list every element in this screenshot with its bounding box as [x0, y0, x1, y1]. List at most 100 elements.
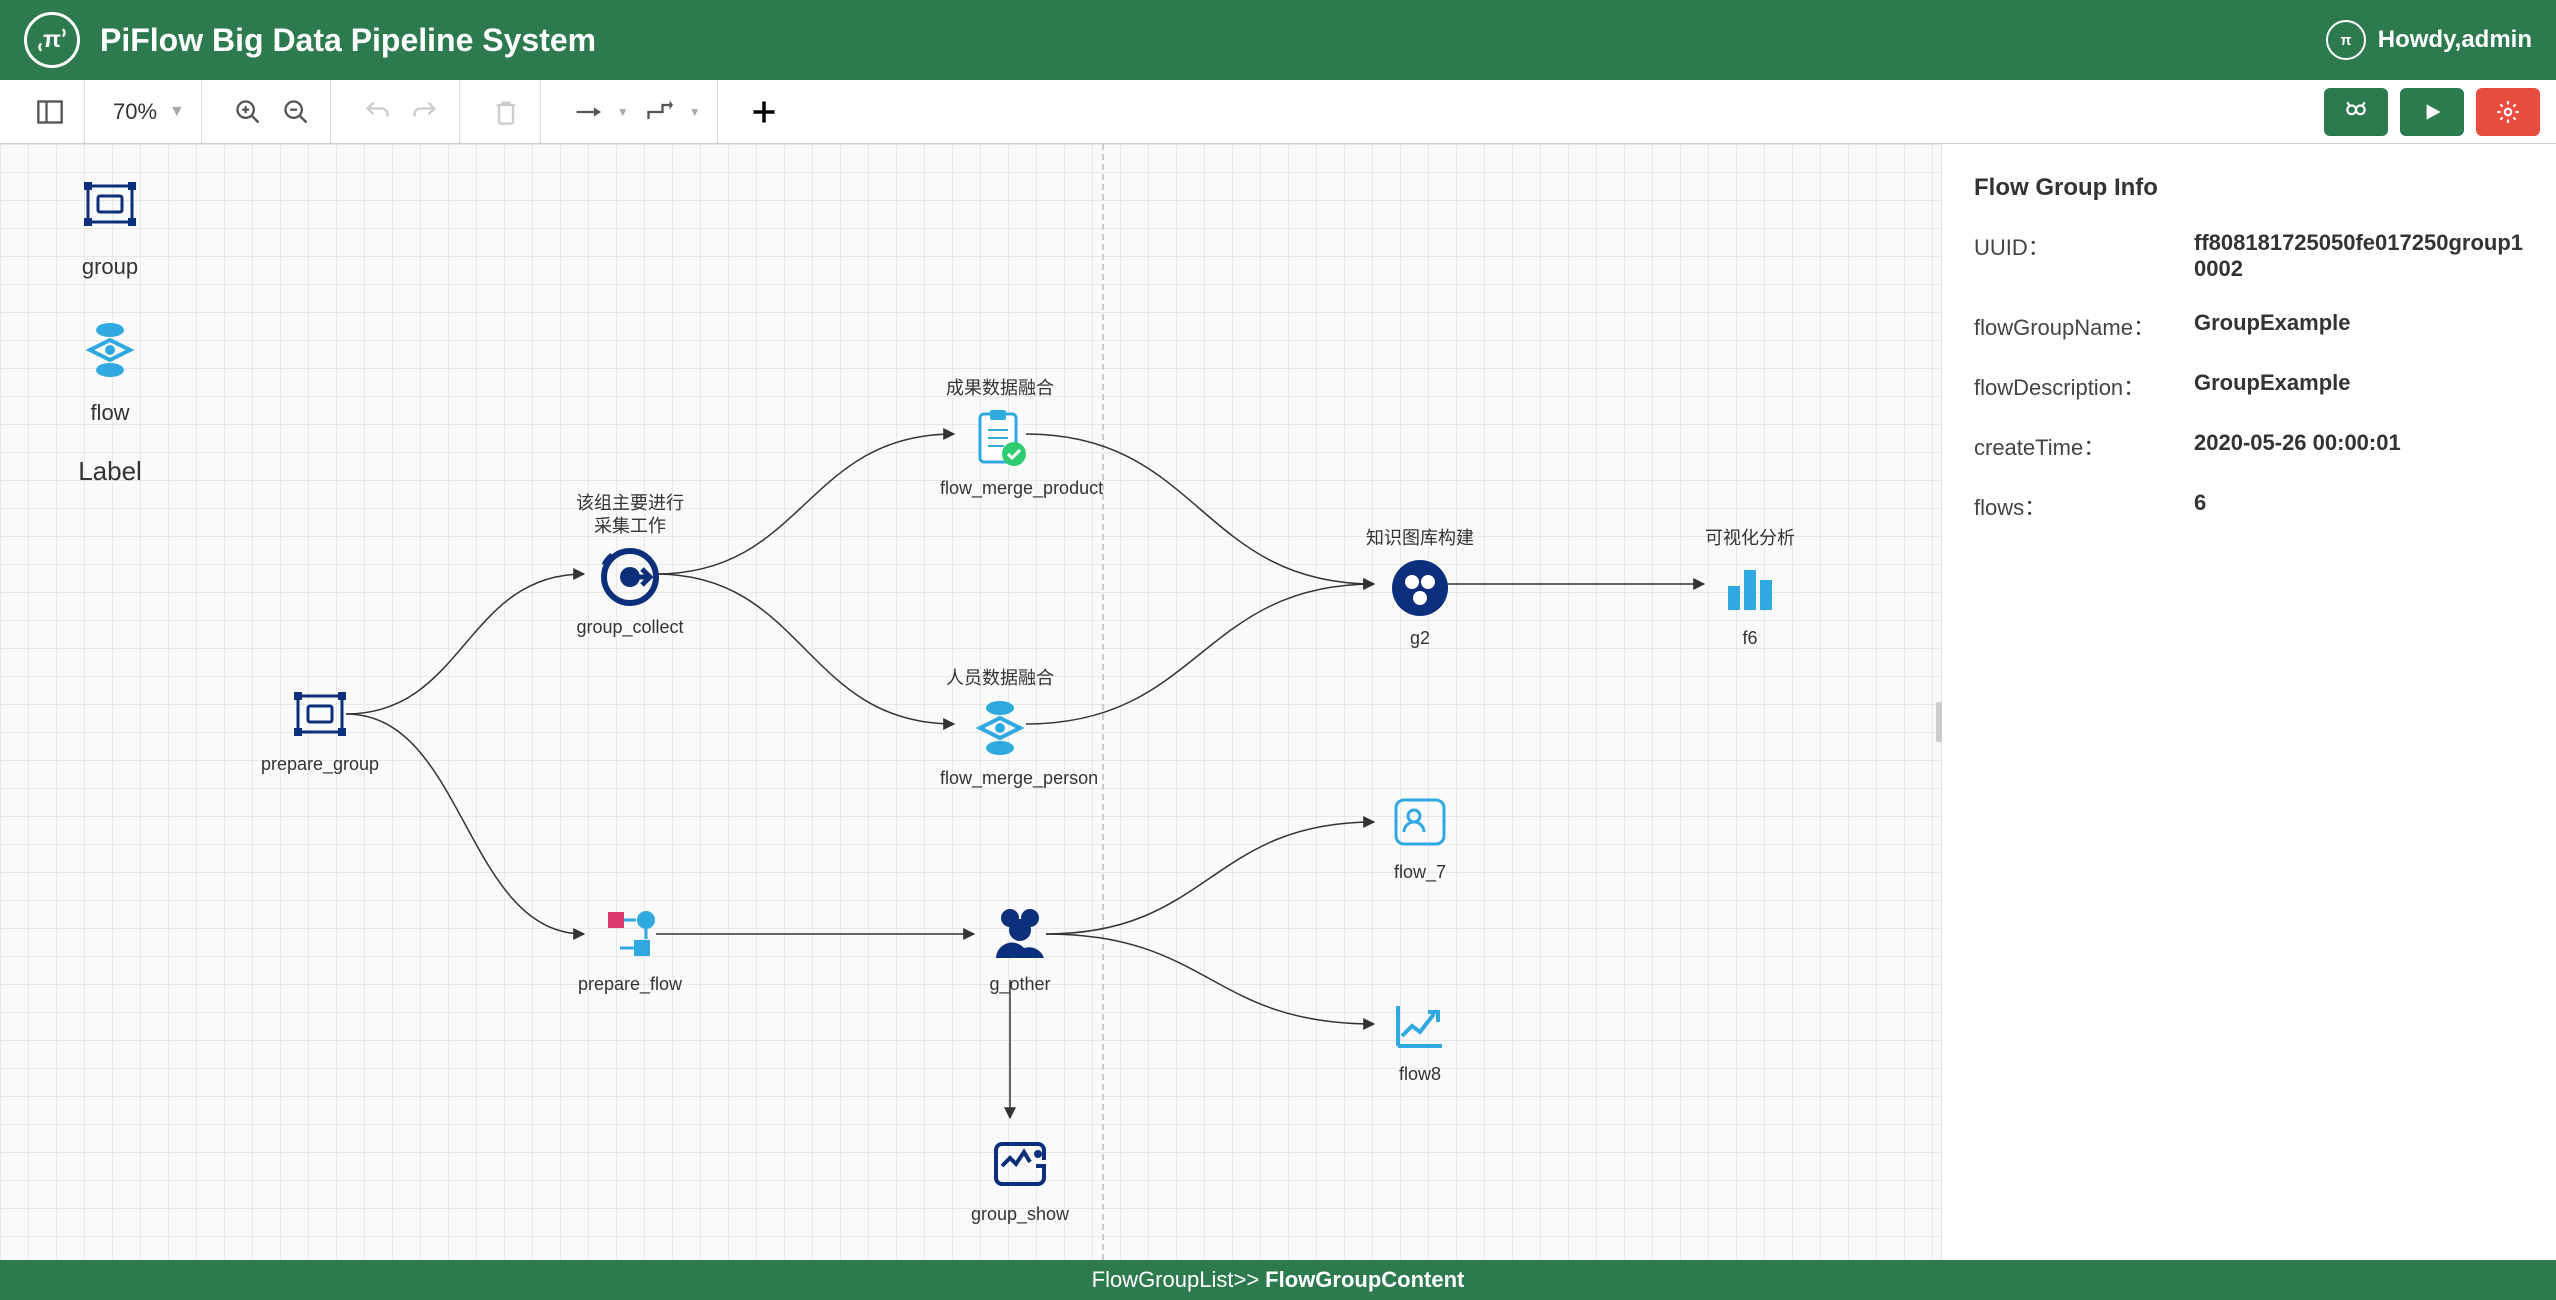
- node-label: group_show: [960, 1204, 1080, 1225]
- info-row: flowDescription：GroupExample: [1974, 370, 2524, 402]
- arrow-style-button[interactable]: [569, 94, 605, 130]
- flow-node-prepare_group[interactable]: prepare_group: [260, 682, 380, 775]
- app-title: PiFlow Big Data Pipeline System: [100, 22, 2326, 59]
- edge[interactable]: [346, 714, 584, 934]
- node-label: flow_merge_person: [940, 768, 1060, 789]
- svg-text:π: π: [2340, 33, 2351, 49]
- flow-node-g_other[interactable]: g_other: [960, 902, 1080, 995]
- connector-style-button[interactable]: [641, 94, 677, 130]
- redo-button[interactable]: [407, 94, 443, 130]
- chevron-down-icon: ▼: [689, 105, 701, 119]
- node-label: flow_merge_product: [940, 478, 1060, 499]
- bars-icon: [1718, 556, 1782, 620]
- palette-label: flow: [20, 400, 200, 426]
- breadcrumb-footer: FlowGroupList >> FlowGroupContent: [0, 1260, 2556, 1300]
- node-caption: 人员数据融合: [940, 664, 1060, 690]
- user-card-icon: [1388, 790, 1452, 854]
- guide-line: [1102, 144, 1104, 1260]
- edge[interactable]: [1026, 434, 1374, 584]
- people-icon: [988, 902, 1052, 966]
- zoom-select[interactable]: 70% ▼: [113, 99, 185, 125]
- group-icon: [70, 164, 150, 244]
- node-label: prepare_flow: [570, 974, 690, 995]
- info-key: createTime：: [1974, 430, 2194, 462]
- edge[interactable]: [1046, 934, 1374, 1024]
- flow-node-g2[interactable]: 知识图库构建 g2: [1360, 524, 1480, 649]
- flow-node-group_collect[interactable]: 该组主要进行采集工作 group_collect: [570, 492, 690, 638]
- layout-toggle-button[interactable]: [32, 94, 68, 130]
- flow-node-group_show[interactable]: group_show: [960, 1132, 1080, 1225]
- info-value: GroupExample: [2194, 310, 2524, 342]
- edge[interactable]: [1026, 584, 1374, 724]
- info-value: 6: [2194, 490, 2524, 522]
- node-label: g_other: [960, 974, 1080, 995]
- flow-node-flow_7[interactable]: flow_7: [1360, 790, 1480, 883]
- edge[interactable]: [346, 574, 584, 714]
- info-key: flowDescription：: [1974, 370, 2194, 402]
- info-panel-title: Flow Group Info: [1974, 174, 2524, 202]
- node-label: prepare_group: [260, 754, 380, 775]
- group-icon: [288, 682, 352, 746]
- add-button[interactable]: [746, 94, 782, 130]
- node-caption: 可视化分析: [1690, 524, 1810, 550]
- search-button[interactable]: [2324, 88, 2388, 136]
- zoom-out-button[interactable]: [278, 94, 314, 130]
- info-key: flows：: [1974, 490, 2194, 522]
- info-value: ff808181725050fe017250group10002: [2194, 230, 2524, 282]
- run-button[interactable]: [2400, 88, 2464, 136]
- info-value: GroupExample: [2194, 370, 2524, 402]
- flow-node-prepare_flow[interactable]: prepare_flow: [570, 902, 690, 995]
- flow-node-f6[interactable]: 可视化分析 f6: [1690, 524, 1810, 649]
- flow-node-flow_merge_person[interactable]: 人员数据融合 flow_merge_person: [940, 664, 1060, 789]
- flow-canvas[interactable]: group flow Label prepare_group该组主要进行采集工作: [0, 144, 1941, 1260]
- info-row: flows：6: [1974, 490, 2524, 522]
- node-label: flow_7: [1360, 862, 1480, 883]
- delete-button[interactable]: [488, 94, 524, 130]
- info-row: UUID：ff808181725050fe017250group10002: [1974, 230, 2524, 282]
- info-row: createTime：2020-05-26 00:00:01: [1974, 430, 2524, 462]
- palette-label: group: [20, 254, 200, 280]
- flow-shapes-icon: [598, 902, 662, 966]
- node-label: f6: [1690, 628, 1810, 649]
- palette-label-item[interactable]: Label: [20, 456, 200, 487]
- info-key: UUID：: [1974, 230, 2194, 282]
- node-label: g2: [1360, 628, 1480, 649]
- edge[interactable]: [1046, 822, 1374, 934]
- breadcrumb-item[interactable]: FlowGroupList: [1092, 1267, 1234, 1293]
- info-panel: Flow Group Info UUID：ff808181725050fe017…: [1941, 144, 2556, 1260]
- node-label: flow8: [1360, 1064, 1480, 1085]
- palette-flow-item[interactable]: flow: [20, 310, 200, 426]
- info-value: 2020-05-26 00:00:01: [2194, 430, 2524, 462]
- panel-resize-handle[interactable]: [1936, 702, 1942, 742]
- zoom-value: 70%: [113, 99, 157, 125]
- flow-node-flow8[interactable]: flow8: [1360, 992, 1480, 1085]
- user-greeting[interactable]: π Howdy,admin: [2326, 20, 2532, 60]
- palette-group-item[interactable]: group: [20, 164, 200, 280]
- edge[interactable]: [656, 434, 954, 574]
- svg-text:π: π: [43, 26, 61, 52]
- undo-button[interactable]: [359, 94, 395, 130]
- flow-icon: [968, 696, 1032, 760]
- edge[interactable]: [656, 574, 954, 724]
- doc-check-icon: [968, 406, 1032, 470]
- canvas-container: group flow Label prepare_group该组主要进行采集工作: [0, 144, 1941, 1260]
- toolbar: 70% ▼ ▼ ▼: [0, 80, 2556, 144]
- chevron-down-icon: ▼: [617, 105, 629, 119]
- breadcrumb-item-current: FlowGroupContent: [1265, 1267, 1464, 1293]
- flow-icon: [70, 310, 150, 390]
- palette-label: Label: [20, 456, 200, 487]
- node-palette: group flow Label: [20, 164, 200, 517]
- info-key: flowGroupName：: [1974, 310, 2194, 342]
- chevron-down-icon: ▼: [169, 103, 185, 121]
- flow-node-flow_merge_product[interactable]: 成果数据融合 flow_merge_product: [940, 374, 1060, 499]
- target-icon: [598, 545, 662, 609]
- activity-icon: [988, 1132, 1052, 1196]
- settings-button[interactable]: [2476, 88, 2540, 136]
- node-caption: 成果数据融合: [940, 374, 1060, 400]
- node-caption: 知识图库构建: [1360, 524, 1480, 550]
- node-label: group_collect: [570, 617, 690, 638]
- zoom-in-button[interactable]: [230, 94, 266, 130]
- main-area: group flow Label prepare_group该组主要进行采集工作: [0, 144, 2556, 1260]
- info-row: flowGroupName：GroupExample: [1974, 310, 2524, 342]
- user-logo-icon: π: [2326, 20, 2366, 60]
